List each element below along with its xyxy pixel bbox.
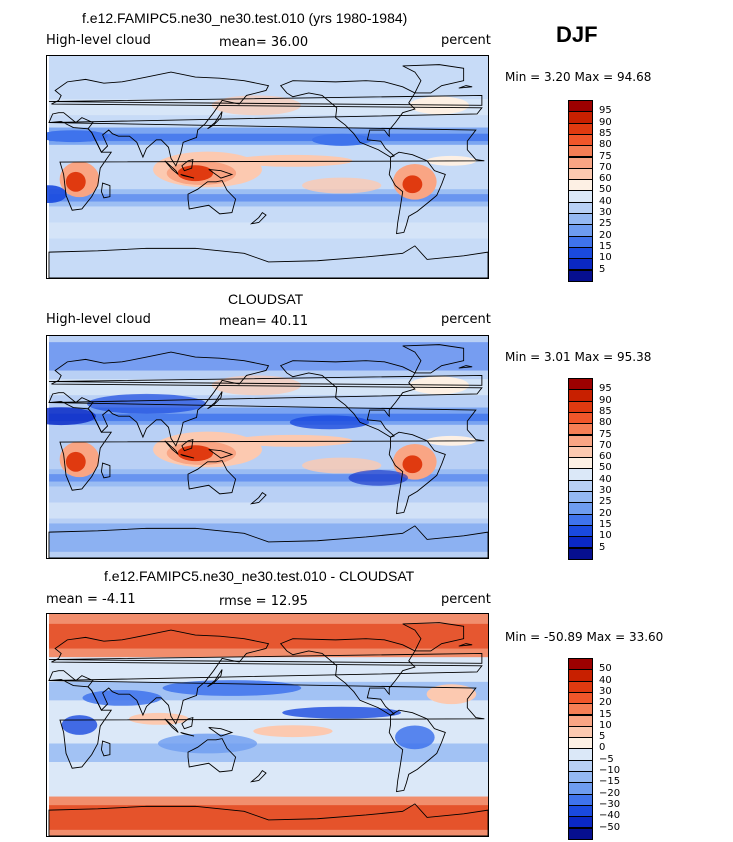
colorbar-level-label: 80 [599,139,612,151]
panel-1-map [46,55,489,279]
colorbar-level-label: 15 [599,518,612,530]
colorbar-level-label: 50 [599,184,612,196]
colorbar-level-label: 95 [599,105,612,117]
panel-2-minmax: Min = 3.01 Max = 95.38 [505,350,652,364]
colorbar-level-label: 95 [599,383,612,395]
colorbar-level-label: 25 [599,218,612,230]
colorbar-level-label: −30 [599,798,621,810]
colorbar-level-label: 90 [599,116,612,128]
colorbar-level-label: 85 [599,127,612,139]
season-label: DJF [556,22,598,47]
colorbar-level-label: 50 [599,663,612,675]
panel-1-right-label: percent [441,33,491,48]
panel-2-map [46,335,489,559]
colorbar-level-label: 40 [599,473,612,485]
panel-1-left-label: High-level cloud [46,33,151,48]
colorbar-swatch [568,547,593,560]
panel-3-map [46,613,489,837]
colorbar-level-label: 40 [599,674,612,686]
panel-1-title: f.e12.FAMIPC5.ne30_ne30.test.010 (yrs 19… [82,10,408,26]
colorbar-level-label: 30 [599,685,612,697]
colorbar-level-label: 75 [599,150,612,162]
colorbar-level-label: 30 [599,207,612,218]
colorbar-level-label: 0 [599,742,606,754]
colorbar-level-label: −5 [599,753,614,765]
colorbar-level-label: 75 [599,428,612,440]
colorbar-level-label: 60 [599,451,612,463]
colorbar-level-label: 30 [599,485,612,496]
colorbar-level-label: −50 [599,821,621,833]
colorbar-level-label: 50 [599,462,612,474]
colorbar-level-label: 20 [599,507,612,519]
colorbar-swatch [568,827,593,840]
panel-3-right-label: percent [441,592,491,607]
colorbar-level-label: 5 [599,541,606,553]
panel-2-title: CLOUDSAT [228,291,304,307]
colorbar-level-label: 10 [599,719,612,731]
panel-1-center-label: mean= 36.00 [219,35,309,50]
colorbar-level-label: 15 [599,708,612,720]
colorbar-level-label: −20 [599,787,621,799]
colorbar-level-label: −40 [599,810,621,822]
panel-1-minmax: Min = 3.20 Max = 94.68 [505,70,652,84]
colorbar-level-label: 90 [599,394,612,406]
colorbar-level-label: 20 [599,229,612,241]
colorbar-swatch [568,269,593,282]
colorbar-level-label: −15 [599,776,621,788]
colorbar-level-label: 5 [599,731,606,743]
colorbar-level-label: 20 [599,697,612,709]
colorbar-level-label: 80 [599,417,612,429]
panel-2-left-label: High-level cloud [46,312,151,327]
panel-2-center-label: mean= 40.11 [219,314,309,329]
colorbar-level-label: 10 [599,252,612,264]
panel-3-title: f.e12.FAMIPC5.ne30_ne30.test.010 - CLOUD… [104,568,415,584]
panel-3-left-label: mean = -4.11 [46,592,136,607]
colorbar-level-label: 85 [599,405,612,417]
colorbar-level-label: 70 [599,161,612,173]
colorbar-level-label: 25 [599,496,612,508]
colorbar-level-label: 60 [599,173,612,185]
colorbar-level-label: 15 [599,240,612,252]
colorbar-level-label: 10 [599,530,612,542]
panel-2-right-label: percent [441,312,491,327]
colorbar-level-label: −10 [599,765,621,776]
colorbar-level-label: 70 [599,439,612,451]
colorbar-level-label: 5 [599,263,606,275]
colorbar-level-label: 40 [599,195,612,207]
panel-3-minmax: Min = -50.89 Max = 33.60 [505,630,664,644]
panel-3-center-label: rmse = 12.95 [219,594,308,609]
